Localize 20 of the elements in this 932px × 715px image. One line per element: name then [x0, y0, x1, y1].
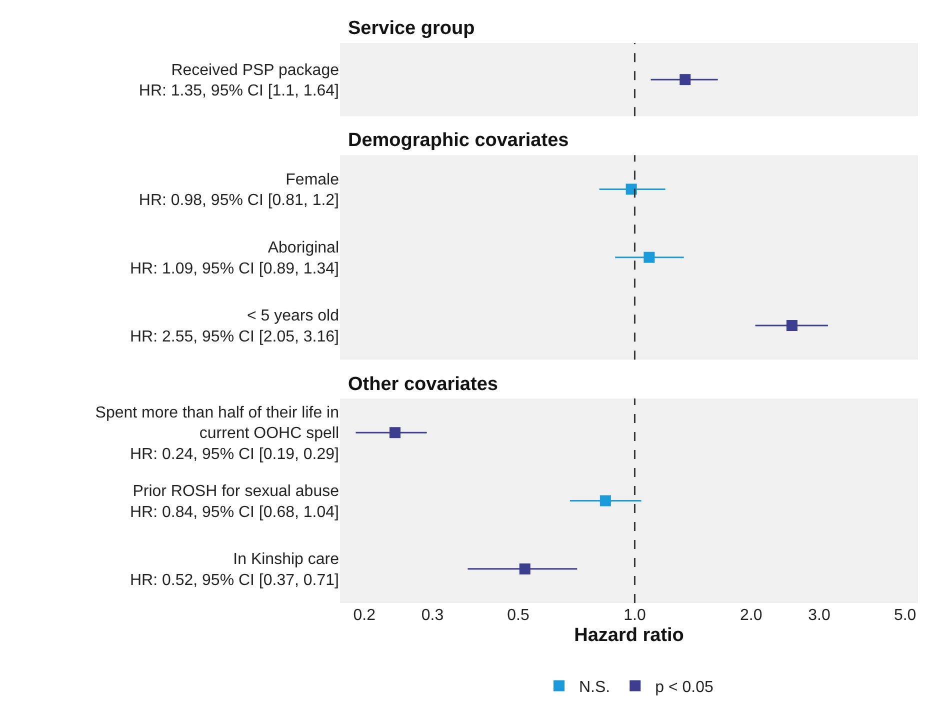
y-tick-label: In Kinship care HR: 0.52, 95% CI [0.37, 0.71] — [130, 551, 340, 589]
y-tick-label: Spent more than half of their life in current OOHC spell HR: 0.24, 95% CI [0.19, 0.29] — [95, 404, 339, 464]
chart-title: Service group — [348, 18, 475, 39]
x-tick-label: 3.0 — [808, 607, 830, 624]
x-tick-label: 0.2 — [353, 607, 376, 624]
y-tick-label: Female HR: 0.98, 95% CI [0.81, 1.2] — [138, 171, 340, 210]
chart-title: Other covariates — [348, 374, 498, 395]
y-tick-label: Received PSP package HR: 1.35, 95% CI [1.1, 1.64] — [138, 62, 340, 100]
y-tick-label: Aboriginal HR: 1.09, 95% CI [0.89, 1.34] — [130, 240, 339, 278]
legend-label: N.S. — [579, 679, 610, 696]
x-tick-label: 5.0 — [894, 607, 916, 624]
y-tick-label: < 5 years old HR: 2.55, 95% CI [2.05, 3.16] — [130, 308, 339, 346]
x-tick-label: 0.3 — [421, 607, 444, 624]
x-axis-title: Hazard ratio — [574, 624, 684, 646]
chart-title: Demographic covariates — [348, 130, 569, 151]
x-tick-label: 1.0 — [624, 607, 646, 624]
y-tick-label: Prior ROSH for sexual abuse HR: 0.84, 95% CI [0.68, 1.04] — [130, 482, 340, 521]
x-tick-label: 2.0 — [740, 607, 762, 624]
x-tick-label: 0.5 — [507, 607, 530, 624]
legend-label: p < 0.05 — [655, 679, 714, 696]
